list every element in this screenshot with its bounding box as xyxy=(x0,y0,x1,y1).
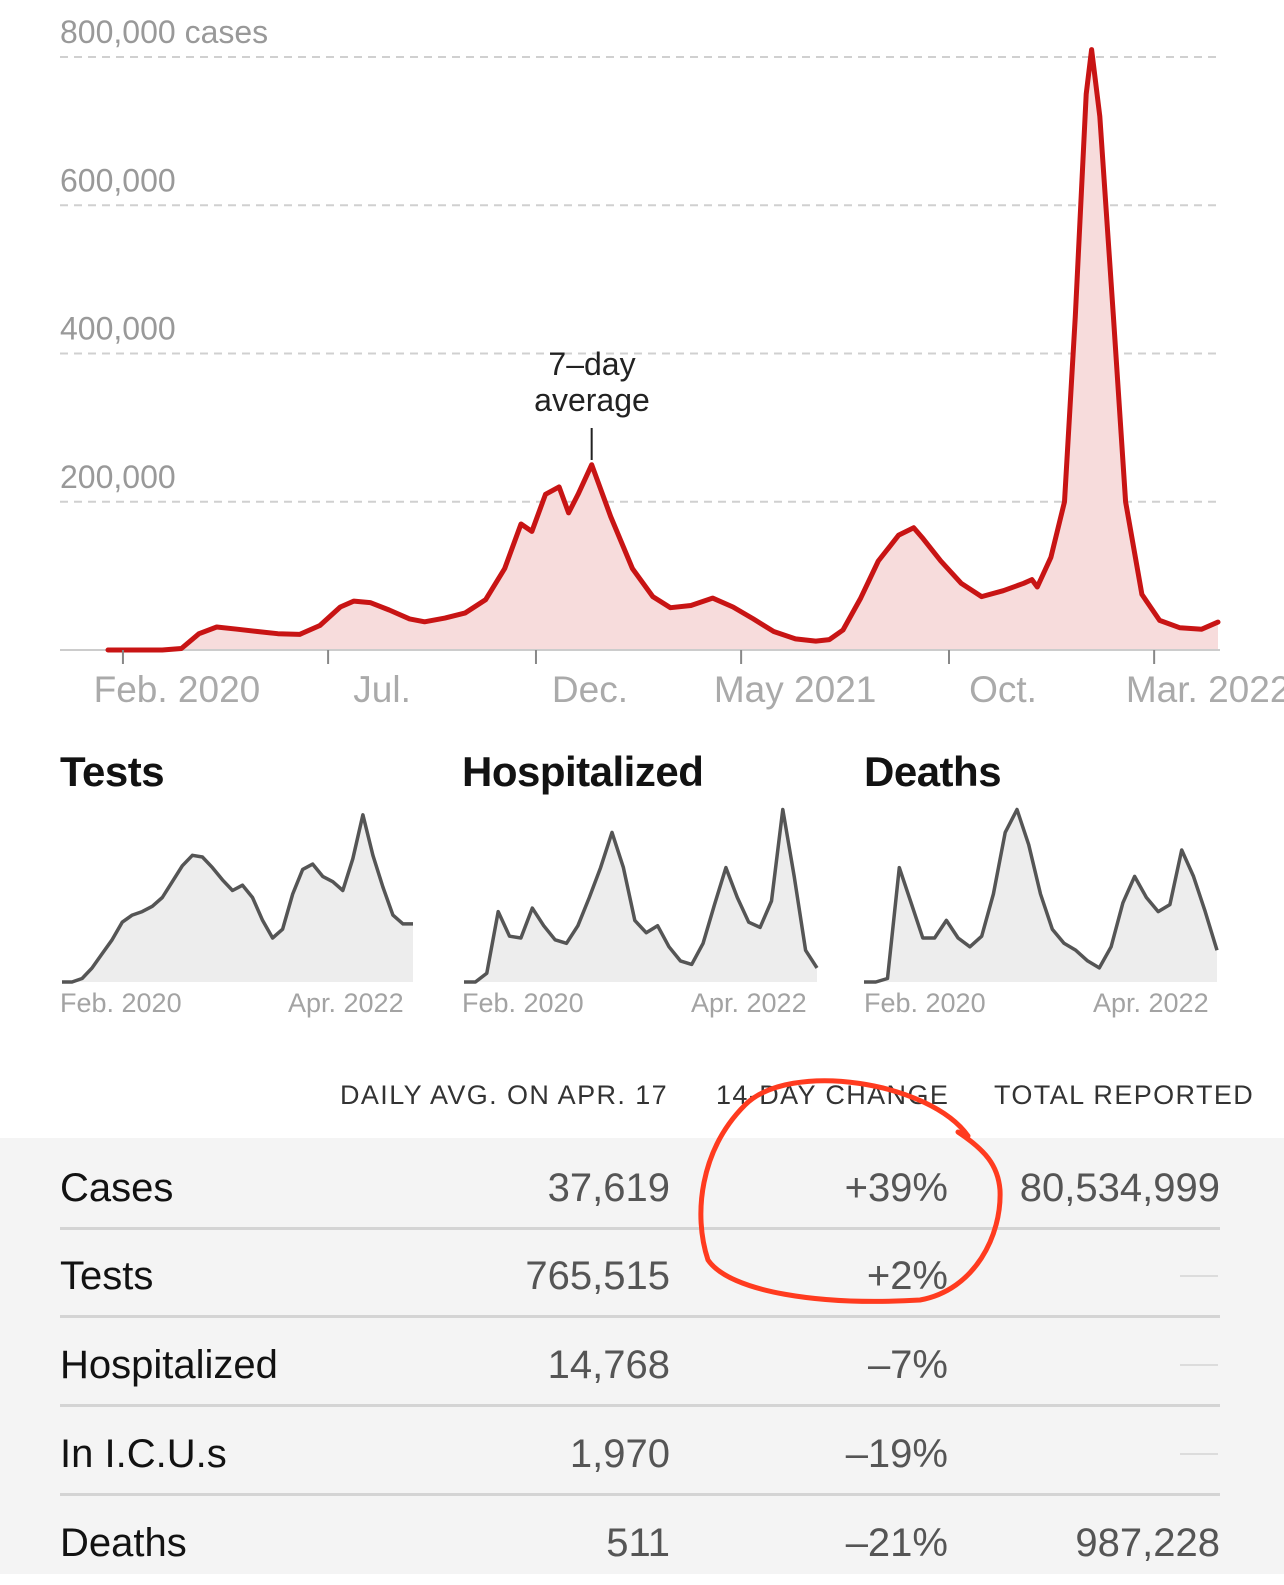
stats-table xyxy=(0,1138,1284,1574)
deaths-chart-end-label: Apr. 2022 xyxy=(1093,988,1209,1018)
x-tick-label: Feb. 2020 xyxy=(94,669,261,710)
no-total-dash xyxy=(1180,1275,1218,1277)
no-total-dash xyxy=(1180,1453,1218,1455)
daily-avg-column-header: DAILY AVG. ON APR. 17 xyxy=(340,1080,669,1110)
table-row-hospitalized: Hospitalized 14,768 –7% xyxy=(60,1319,1220,1407)
mini-chart-line xyxy=(62,813,413,984)
x-tick-label: Dec. xyxy=(552,669,628,710)
row-label: Tests xyxy=(60,1254,154,1298)
cases-chart-y-axis: 800,000 cases 600,000 400,000 200,000 xyxy=(60,14,268,495)
x-tick-label: Oct. xyxy=(969,669,1037,710)
daily-average-value: 37,619 xyxy=(547,1166,670,1210)
row-divider xyxy=(60,1227,1220,1230)
tests-chart-start-label: Feb. 2020 xyxy=(60,988,182,1018)
total-value: 987,228 xyxy=(1075,1521,1220,1565)
cases-chart: Feb. 2020 Jul. Dec. May 2021 Oct. Mar. 2022 8… xyxy=(60,14,1284,710)
daily-average-value: 765,515 xyxy=(525,1254,670,1298)
change-column-header: 14-DAY CHANGE xyxy=(716,1080,950,1110)
no-total-dash xyxy=(1180,1364,1218,1366)
change-value: –19% xyxy=(845,1432,948,1476)
change-value: –7% xyxy=(867,1343,948,1387)
daily-average-value: 1,970 xyxy=(569,1432,670,1476)
row-divider xyxy=(60,1315,1220,1318)
change-value: +2% xyxy=(866,1254,948,1298)
deaths-chart-title: Deaths xyxy=(864,748,1002,795)
row-label: Hospitalized xyxy=(60,1343,278,1387)
row-label: Cases xyxy=(60,1166,174,1210)
x-tick-label: May 2021 xyxy=(714,669,877,710)
daily-average-value: 14,768 xyxy=(547,1343,670,1387)
cases-7-day-average-line xyxy=(105,47,1221,653)
total-column-header: TOTAL REPORTED xyxy=(994,1080,1255,1110)
table-row-icus: In I.C.U.s 1,970 –19% xyxy=(60,1408,1220,1496)
annotation-label-line2: average xyxy=(534,382,650,418)
y-tick-label: 800,000 cases xyxy=(60,14,268,50)
mini-chart-line xyxy=(864,807,1219,984)
change-value: +39% xyxy=(844,1166,948,1210)
hospitalized-mini-chart xyxy=(464,807,819,984)
tests-mini-chart xyxy=(62,813,413,984)
row-divider xyxy=(60,1404,1220,1407)
y-tick-label: 600,000 xyxy=(60,162,176,198)
mini-chart-area xyxy=(464,809,817,982)
cases-area-fill xyxy=(108,49,1218,651)
total-value: 80,534,999 xyxy=(1019,1166,1220,1210)
deaths-chart-start-label: Feb. 2020 xyxy=(864,988,986,1018)
x-tick-label: Jul. xyxy=(353,669,411,710)
table-row-deaths: Deaths 511 –21% 987,228 xyxy=(60,1497,1220,1585)
tests-chart-title: Tests xyxy=(60,748,165,795)
y-tick-label: 200,000 xyxy=(60,459,176,495)
row-label: In I.C.U.s xyxy=(60,1432,227,1476)
y-tick-label: 400,000 xyxy=(60,311,176,347)
change-value: –21% xyxy=(845,1521,948,1565)
hospitalized-chart-end-label: Apr. 2022 xyxy=(691,988,807,1018)
row-divider xyxy=(60,1493,1220,1496)
daily-average-value: 511 xyxy=(606,1521,670,1565)
deaths-mini-chart xyxy=(864,807,1219,984)
tests-chart-end-label: Apr. 2022 xyxy=(288,988,404,1018)
x-tick-label: Mar. 2022 xyxy=(1126,669,1284,710)
row-label: Deaths xyxy=(60,1521,187,1565)
annotation-label-line1: 7–day xyxy=(548,346,635,382)
mini-chart-line xyxy=(464,807,819,984)
hospitalized-chart-title: Hospitalized xyxy=(462,748,704,795)
table-row-cases: Cases 37,619 +39% 80,534,999 xyxy=(60,1142,1220,1230)
cases-chart-gridlines xyxy=(60,56,1220,503)
mini-chart-area xyxy=(62,814,413,982)
hospitalized-chart-start-label: Feb. 2020 xyxy=(462,988,584,1018)
table-row-tests: Tests 765,515 +2% xyxy=(60,1230,1220,1318)
cases-chart-x-axis: Feb. 2020 Jul. Dec. May 2021 Oct. Mar. 2022 xyxy=(94,650,1284,710)
